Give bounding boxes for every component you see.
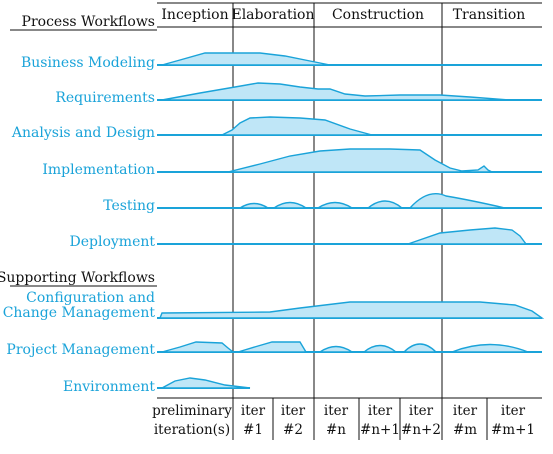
supporting-workflows-header: Supporting Workflows [0, 270, 155, 286]
phase-elaboration: Elaboration [231, 7, 314, 23]
workflow-label-config-line1: Configuration and [26, 290, 155, 306]
hump-business-modeling [157, 52, 542, 66]
hump-requirements [157, 82, 542, 101]
iteration-preliminary-line2: iteration(s) [154, 422, 230, 438]
workflow-label-testing: Testing [103, 198, 155, 214]
workflow-label-requirements: Requirements [55, 90, 155, 106]
hump-environment [157, 377, 251, 389]
workflow-label-environment: Environment [63, 379, 155, 395]
phase-grid [10, 2, 542, 440]
iteration-1-line1: iter [241, 403, 266, 419]
hump-implementation [157, 148, 542, 173]
hump-project-management [157, 341, 542, 353]
iteration-m1-line2: #m+1 [491, 422, 535, 438]
phase-transition: Transition [453, 7, 526, 23]
iteration-1-line2: #1 [243, 422, 263, 438]
iteration-m-line1: iter [453, 403, 478, 419]
iteration-n1-line1: iter [368, 403, 393, 419]
process-workflows-header: Process Workflows [22, 14, 155, 30]
workflow-label-project-management: Project Management [6, 342, 155, 358]
hump-config-change-mgmt [157, 301, 545, 319]
workflow-label-analysis-design: Analysis and Design [11, 125, 155, 141]
hump-analysis-design [157, 116, 542, 136]
hump-deployment [157, 227, 542, 245]
workflow-label-business-modeling: Business Modeling [21, 55, 155, 71]
hump-testing [157, 193, 542, 209]
iteration-2-line2: #2 [283, 422, 303, 438]
iteration-n2-line1: iter [409, 403, 434, 419]
iteration-n1-line2: #n+1 [360, 422, 400, 438]
workflow-label-implementation: Implementation [42, 162, 155, 178]
iteration-preliminary-line1: preliminary [152, 403, 232, 419]
workflow-label-deployment: Deployment [70, 234, 156, 250]
iteration-2-line1: iter [281, 403, 306, 419]
workflow-label-config-line2: Change Management [3, 305, 156, 321]
iteration-n2-line2: #n+2 [401, 422, 441, 438]
iteration-n-line2: #n [326, 422, 346, 438]
phase-inception: Inception [161, 7, 228, 23]
iteration-m-line2: #m [453, 422, 477, 438]
iteration-m1-line1: iter [501, 403, 526, 419]
iteration-n-line1: iter [324, 403, 349, 419]
phase-construction: Construction [332, 7, 424, 23]
